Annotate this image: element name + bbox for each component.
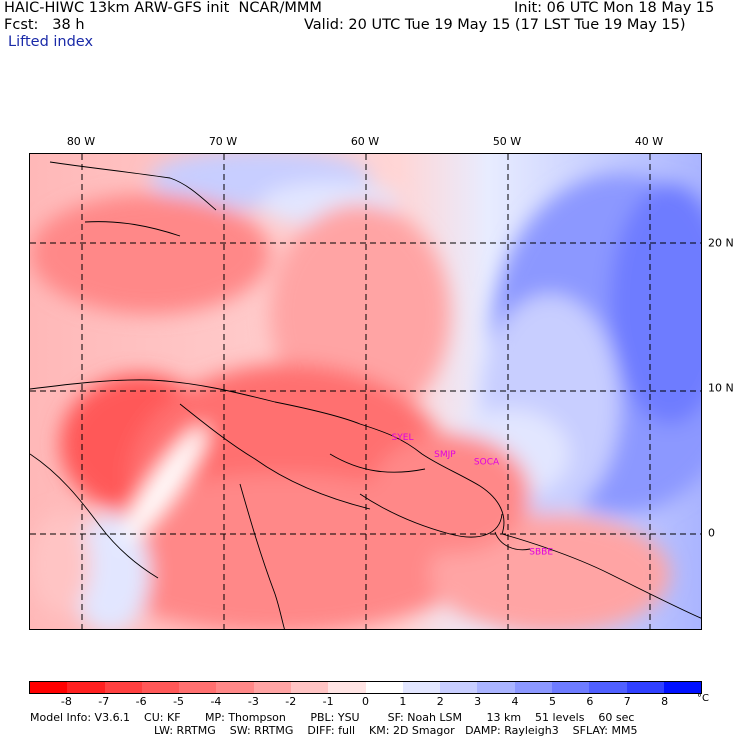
colorbar-swatch <box>477 682 515 693</box>
colorbar-tick-label: -1 <box>322 695 334 708</box>
colorbar-tick-label: -8 <box>60 695 72 708</box>
colorbar-swatch <box>179 682 217 693</box>
lat-label: 20 N <box>708 236 734 250</box>
colorbar-tick-label: 8 <box>661 695 669 708</box>
lon-label: 50 W <box>492 135 522 148</box>
colorbar-swatch <box>290 682 329 693</box>
colorbar-tick-label: 3 <box>474 695 482 708</box>
colorbar-tick-label: -6 <box>135 695 147 708</box>
colorbar-tick-label: 5 <box>548 695 556 708</box>
colorbar-swatch <box>440 682 478 693</box>
field-name: Lifted index <box>8 34 94 50</box>
colorbar-swatch <box>402 682 441 693</box>
colorbar-tick-label: 0 <box>362 695 369 708</box>
colorbar-swatch <box>589 682 627 693</box>
colorbar-swatch <box>663 682 702 693</box>
station-markers: SYEL SMJP SOCA SBBE <box>392 433 554 558</box>
model-info-line1: Model Info: V3.6.1 CU: KF MP: Thompson P… <box>30 711 635 724</box>
colorbar-tick-label: 2 <box>436 695 444 708</box>
model-info-line2: LW: RRTMG SW: RRTMG DIFF: full KM: 2D Sm… <box>154 724 638 737</box>
station-label: SBBE <box>529 547 553 557</box>
lon-label: 70 W <box>208 135 238 148</box>
init-time: Init: 06 UTC Mon 18 May 15 <box>514 0 715 16</box>
colorbar-swatch <box>514 682 552 693</box>
field-shading <box>30 154 701 629</box>
colorbar-swatch <box>551 682 590 693</box>
colorbar-unit: °C <box>697 693 709 704</box>
valid-time: Valid: 20 UTC Tue 19 May 15 (17 LST Tue … <box>304 17 686 33</box>
colorbar-swatch <box>328 682 366 693</box>
colorbar-tick-label: -4 <box>210 695 222 708</box>
colorbar-tick-label: -2 <box>285 695 297 708</box>
colorbar <box>29 681 702 694</box>
station-label: SOCA <box>474 457 500 467</box>
colorbar-tick-label: -7 <box>98 695 110 708</box>
colorbar-swatch <box>141 682 180 693</box>
colorbar-swatch <box>216 682 254 693</box>
lon-label: 80 W <box>66 135 96 148</box>
lifted-index-map: SYEL SMJP SOCA SBBE <box>29 153 702 630</box>
lat-label: 10 N <box>708 381 734 395</box>
model-title: HAIC-HIWC 13km ARW-GFS init NCAR/MMM <box>4 0 322 16</box>
colorbar-swatch <box>365 682 403 693</box>
forecast-hour: Fcst: 38 h <box>4 17 85 33</box>
lat-label: 0 <box>708 526 715 540</box>
colorbar-tick-label: -5 <box>173 695 185 708</box>
lon-label: 60 W <box>350 135 380 148</box>
lon-label: 40 W <box>634 135 664 148</box>
colorbar-swatch <box>104 682 142 693</box>
colorbar-swatch <box>67 682 105 693</box>
colorbar-tick-label: 1 <box>399 695 407 708</box>
colorbar-tick-label: -3 <box>247 695 259 708</box>
station-label: SYEL <box>392 433 414 443</box>
colorbar-swatch <box>253 682 291 693</box>
colorbar-tick-label: 4 <box>511 695 519 708</box>
colorbar-swatch <box>30 682 68 693</box>
colorbar-swatch <box>626 682 664 693</box>
station-label: SMJP <box>434 450 456 460</box>
colorbar-tick-label: 6 <box>586 695 594 708</box>
colorbar-tick-label: 7 <box>623 695 631 708</box>
coastlines <box>30 161 701 629</box>
latlon-grid <box>30 154 701 629</box>
